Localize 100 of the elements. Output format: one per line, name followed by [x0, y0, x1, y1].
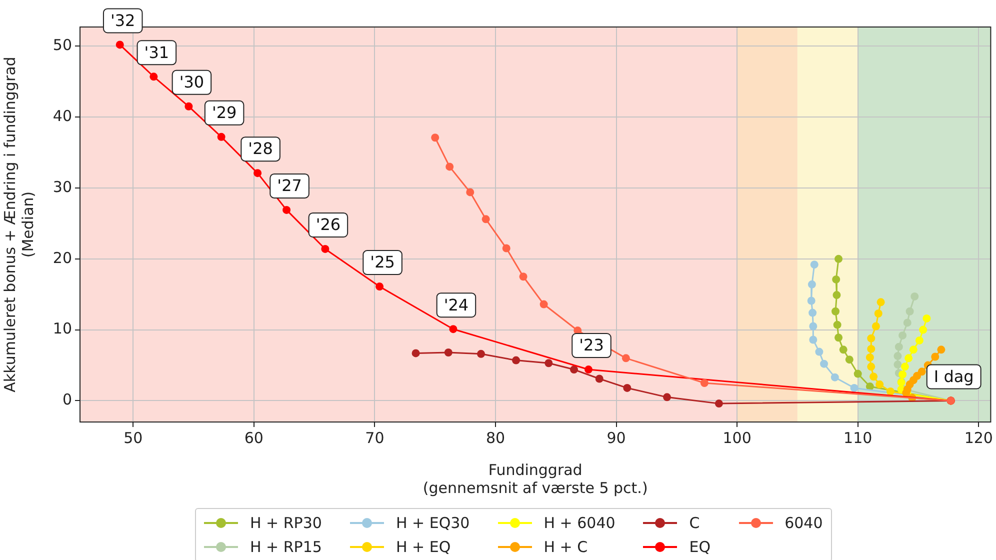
legend-label: 6040 — [784, 514, 823, 532]
point — [622, 354, 630, 362]
y-tick-label: 50 — [52, 36, 72, 54]
point — [867, 334, 876, 342]
x-tick-label: 80 — [486, 428, 506, 447]
point — [540, 300, 548, 308]
point — [832, 307, 840, 316]
point — [820, 360, 828, 368]
point — [937, 346, 946, 354]
point — [810, 260, 818, 269]
point — [321, 244, 330, 253]
point — [833, 320, 842, 329]
point — [449, 325, 458, 334]
y-tick-label: 10 — [52, 320, 72, 338]
point — [595, 374, 604, 383]
point — [700, 378, 708, 387]
x-tick-label: 60 — [244, 428, 264, 447]
point — [894, 342, 903, 351]
point — [876, 380, 884, 388]
x-tick-label: 120 — [964, 428, 993, 447]
point — [830, 373, 839, 382]
point — [807, 296, 816, 305]
point — [544, 359, 553, 368]
annotation: '27 — [277, 176, 302, 196]
y-tick-label: 30 — [52, 178, 72, 196]
x-tick-label: 110 — [844, 428, 872, 447]
annotation: '32 — [110, 10, 136, 30]
annotation: '30 — [179, 72, 204, 92]
annotation: '25 — [370, 252, 395, 272]
point — [502, 244, 510, 252]
point — [808, 280, 816, 288]
point — [217, 132, 226, 141]
point — [570, 366, 578, 374]
y-tick-label: 40 — [52, 106, 72, 125]
annotation: '24 — [444, 295, 469, 314]
point — [839, 346, 848, 354]
point — [872, 322, 880, 330]
point — [919, 326, 928, 334]
point — [886, 388, 894, 396]
point — [874, 310, 882, 318]
point — [845, 356, 854, 364]
point — [898, 331, 907, 340]
legend-label: H + 6040 — [544, 514, 616, 532]
point — [809, 336, 818, 344]
point — [714, 400, 723, 408]
point — [482, 215, 490, 224]
legend-label: EQ — [689, 538, 711, 556]
point — [815, 348, 824, 356]
legend-label: H + EQ30 — [396, 514, 470, 532]
point — [834, 334, 843, 342]
point — [512, 356, 520, 364]
point — [282, 206, 291, 214]
x-tick-label: 50 — [124, 428, 143, 447]
point — [834, 254, 843, 263]
point — [623, 384, 632, 392]
point — [894, 352, 902, 360]
point — [477, 350, 486, 358]
point — [866, 353, 874, 362]
point — [867, 344, 876, 353]
point — [431, 134, 440, 142]
y-tick-label: 0 — [62, 390, 72, 409]
legend-label: H + RP30 — [250, 514, 322, 532]
annotation: I dag — [934, 366, 974, 386]
point — [922, 314, 931, 322]
legend-label: H + EQ — [396, 538, 451, 556]
point — [900, 362, 909, 371]
point — [446, 162, 454, 171]
point — [444, 348, 452, 357]
point — [894, 360, 902, 369]
point — [931, 352, 940, 361]
legend-label: H + RP15 — [250, 538, 322, 556]
x-axis-title: Fundinggrad (gennemsnit af værste 5 pct.) — [422, 460, 648, 497]
x-tick-label: 100 — [722, 428, 752, 447]
point — [903, 318, 912, 327]
point — [254, 169, 262, 178]
point — [412, 349, 420, 358]
point — [898, 370, 907, 378]
point — [808, 308, 817, 317]
annotation: '23 — [579, 336, 604, 355]
x-tick-label: 70 — [365, 428, 384, 447]
point — [466, 188, 474, 196]
legend-label: H + C — [544, 538, 588, 556]
y-tick-label: 20 — [52, 248, 72, 267]
point — [854, 370, 862, 378]
point — [832, 275, 840, 284]
point — [584, 366, 592, 374]
point — [116, 40, 124, 49]
annotation: '28 — [248, 139, 273, 158]
point — [866, 382, 874, 391]
point — [663, 393, 672, 402]
point — [376, 282, 384, 291]
legend-label: C — [689, 514, 700, 532]
y-axis-title: Akkumuleret bonus + Ændring i fundinggrad (Median) — [0, 56, 37, 392]
point — [850, 384, 858, 392]
point — [910, 292, 919, 300]
annotation: '26 — [316, 215, 341, 234]
annotation: '31 — [144, 42, 170, 62]
point — [150, 72, 158, 81]
point — [184, 102, 193, 110]
point — [906, 307, 914, 316]
